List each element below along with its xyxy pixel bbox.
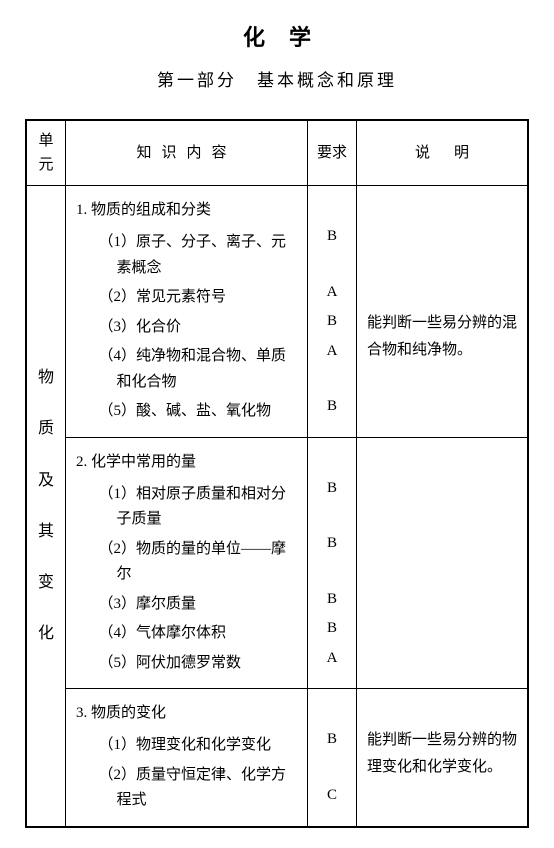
- requirement-value: B: [312, 587, 352, 613]
- header-row: 单元 知识内容 要求 说明: [26, 120, 528, 186]
- list-item: （3）化合价: [99, 315, 298, 341]
- table-row: 物质及其变化 1. 物质的组成和分类 （1）原子、分子、离子、元素概念 （2）常…: [26, 186, 528, 438]
- table-row: 2. 化学中常用的量 （1）相对原子质量和相对分子质量 （2）物质的量的单位——…: [26, 437, 528, 689]
- content-cell: 1. 物质的组成和分类 （1）原子、分子、离子、元素概念 （2）常见元素符号 （…: [66, 186, 308, 438]
- section-title: 3. 物质的变化: [76, 700, 297, 727]
- list-item: （5）酸、碱、盐、氧化物: [99, 399, 298, 425]
- requirement-value: B: [312, 476, 352, 502]
- list-item: （3）摩尔质量: [99, 592, 298, 618]
- list-item: （2）物质的量的单位——摩尔: [99, 537, 298, 588]
- requirement-value: B: [312, 727, 352, 753]
- page-subtitle: 第一部分 基本概念和原理: [25, 66, 529, 91]
- requirement-value: B: [312, 616, 352, 642]
- requirement-cell: B C: [308, 689, 357, 827]
- table-row: 3. 物质的变化 （1）物理变化和化学变化 （2）质量守恒定律、化学方程式 B …: [26, 689, 528, 827]
- requirement-cell: B A B A B: [308, 186, 357, 438]
- unit-cell: 物质及其变化: [26, 186, 66, 827]
- list-item: （5）阿伏加德罗常数: [99, 651, 298, 677]
- requirement-value: A: [312, 339, 352, 365]
- requirement-value: B: [312, 531, 352, 557]
- requirement-value: B: [312, 224, 352, 250]
- requirement-cell: B B B B A: [308, 437, 357, 689]
- note-cell: 能判断一些易分辨的混合物和纯净物。: [357, 186, 529, 438]
- content-cell: 2. 化学中常用的量 （1）相对原子质量和相对分子质量 （2）物质的量的单位——…: [66, 437, 308, 689]
- list-item: （2）质量守恒定律、化学方程式: [99, 763, 298, 814]
- header-requirement: 要求: [308, 120, 357, 186]
- list-item: （1）相对原子质量和相对分子质量: [99, 482, 298, 533]
- content-table: 单元 知识内容 要求 说明 物质及其变化 1. 物质的组成和分类 （1）原子、分…: [25, 119, 529, 828]
- list-item: （2）常见元素符号: [99, 285, 298, 311]
- list-item: （1）原子、分子、离子、元素概念: [99, 230, 298, 281]
- note-cell: [357, 437, 529, 689]
- section-title: 1. 物质的组成和分类: [76, 197, 297, 224]
- page-title: 化学: [25, 20, 529, 52]
- requirement-value: A: [312, 646, 352, 672]
- list-item: （4）纯净物和混合物、单质和化合物: [99, 344, 298, 395]
- requirement-value: A: [312, 280, 352, 306]
- header-unit: 单元: [26, 120, 66, 186]
- list-item: （1）物理变化和化学变化: [99, 733, 298, 759]
- note-cell: 能判断一些易分辨的物理变化和化学变化。: [357, 689, 529, 827]
- requirement-value: B: [312, 394, 352, 420]
- unit-label: 物质及其变化: [38, 369, 54, 642]
- content-cell: 3. 物质的变化 （1）物理变化和化学变化 （2）质量守恒定律、化学方程式: [66, 689, 308, 827]
- note-text: 能判断一些易分辨的混合物和纯净物。: [367, 310, 517, 364]
- header-content: 知识内容: [66, 120, 308, 186]
- section-title: 2. 化学中常用的量: [76, 449, 297, 476]
- note-text: 能判断一些易分辨的物理变化和化学变化。: [367, 727, 517, 781]
- list-item: （4）气体摩尔体积: [99, 621, 298, 647]
- requirement-value: B: [312, 309, 352, 335]
- header-note: 说明: [357, 120, 529, 186]
- requirement-value: C: [312, 783, 352, 809]
